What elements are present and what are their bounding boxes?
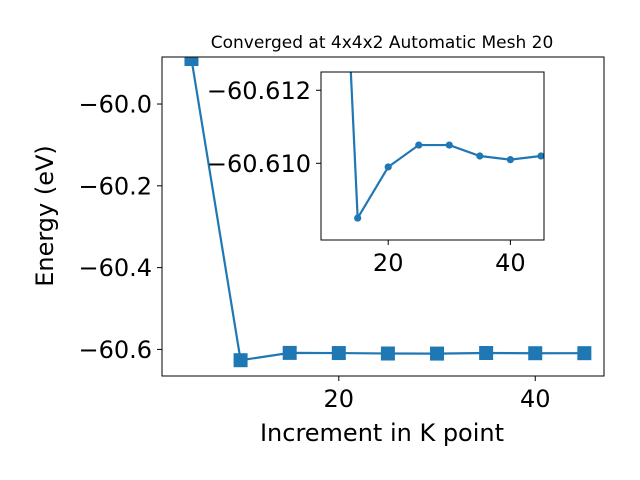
main-y-tick-label-2: −60.4 bbox=[78, 254, 152, 282]
main-point-1 bbox=[233, 353, 248, 368]
inset-data-group bbox=[349, 72, 544, 222]
main-data-group bbox=[184, 57, 592, 368]
y-axis-label: Energy (eV) bbox=[31, 145, 59, 287]
inset-x-tick-label-1: 40 bbox=[495, 249, 526, 277]
inset-point-2 bbox=[384, 163, 392, 171]
inset-point-1 bbox=[354, 214, 362, 222]
chart-title: Converged at 4x4x2 Automatic Mesh 20 bbox=[211, 33, 554, 53]
inset-point-5 bbox=[476, 152, 484, 160]
main-point-4 bbox=[380, 346, 395, 361]
inset-series-line bbox=[349, 72, 542, 222]
main-point-6 bbox=[479, 346, 494, 361]
inset-x-tick-label-0: 20 bbox=[373, 249, 404, 277]
inset-y-tick-label-0: −60.612 bbox=[207, 77, 311, 105]
main-point-3 bbox=[331, 346, 346, 361]
main-y-tick-label-0: −60.0 bbox=[78, 91, 152, 119]
inset-frame bbox=[320, 71, 545, 241]
main-point-7 bbox=[528, 346, 543, 361]
inset-point-4 bbox=[445, 141, 453, 149]
inset-y-tick-label-1: −60.610 bbox=[207, 150, 311, 178]
main-y-tick-label-3: −60.6 bbox=[78, 336, 152, 364]
main-point-5 bbox=[430, 346, 445, 361]
inset-plot-area: 20 40 −60.612 −60.610 bbox=[207, 71, 545, 277]
inset-point-6 bbox=[506, 156, 514, 164]
main-point-8 bbox=[577, 346, 592, 361]
main-point-2 bbox=[282, 345, 297, 360]
main-x-tick-label-0: 20 bbox=[324, 385, 355, 413]
main-y-tick-label-1: −60.2 bbox=[78, 172, 152, 200]
inset-point-7 bbox=[537, 152, 544, 160]
inset-point-3 bbox=[415, 141, 423, 149]
x-axis-label: Increment in K point bbox=[260, 419, 504, 447]
main-x-tick-label-1: 40 bbox=[520, 385, 551, 413]
main-frame bbox=[161, 56, 605, 377]
main-point-0 bbox=[184, 57, 199, 67]
